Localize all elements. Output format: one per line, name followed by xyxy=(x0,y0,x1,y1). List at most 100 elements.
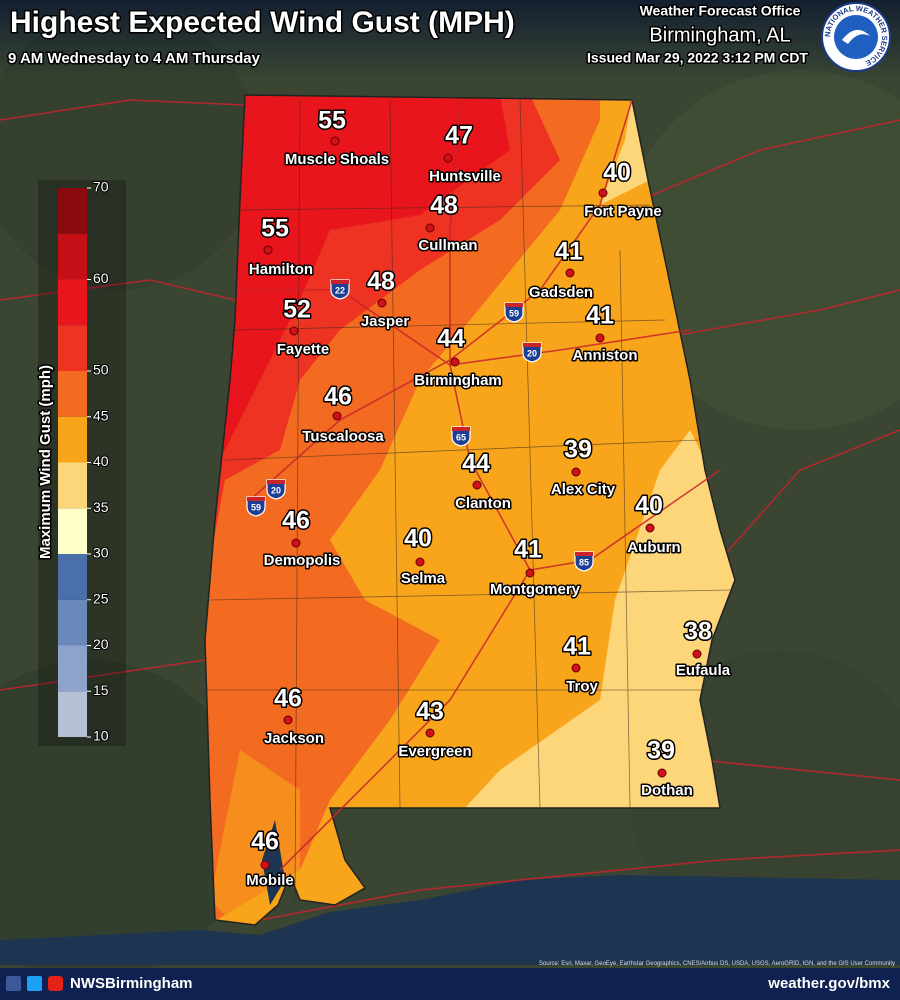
cities: 55 Muscle Shoals 47 Huntsville 40 Fort Payne 4… xyxy=(245,105,732,890)
city-value: 52 xyxy=(283,296,311,324)
city-name: Demopolis xyxy=(264,552,341,569)
legend-band xyxy=(58,233,87,280)
legend-tick-label: 25 xyxy=(93,590,109,606)
city-dot xyxy=(657,768,667,778)
legend-tick-label: 20 xyxy=(93,636,109,652)
shield-top xyxy=(575,552,593,556)
handle[interactable]: NWSBirmingham xyxy=(70,975,193,992)
city-value: 55 xyxy=(261,215,289,243)
legend-band xyxy=(58,371,87,417)
city-dot xyxy=(645,523,655,533)
nws-logo: NATIONAL WEATHER SERVICE xyxy=(821,2,891,72)
legend-band xyxy=(58,325,87,371)
city-dot xyxy=(425,728,435,738)
city-name: Hamilton xyxy=(249,261,313,278)
county-lines xyxy=(205,99,731,901)
city-value: 41 xyxy=(514,536,542,564)
city-value: 41 xyxy=(563,633,591,661)
shield xyxy=(574,551,594,572)
city-name: Gadsden xyxy=(529,284,593,301)
city-value: 46 xyxy=(282,507,310,535)
shield-number: 20 xyxy=(271,485,281,495)
legend-tick-label: 35 xyxy=(93,499,109,515)
city-name: Troy xyxy=(566,678,598,695)
city-dot xyxy=(595,333,605,343)
subtitle: 9 AM Wednesday to 4 AM Thursday xyxy=(8,50,261,67)
shield xyxy=(266,479,286,500)
state xyxy=(205,95,735,925)
shield xyxy=(504,302,524,323)
city-value: 41 xyxy=(586,302,614,330)
city-value: 40 xyxy=(404,525,432,553)
city-value: 40 xyxy=(603,159,631,187)
legend-band xyxy=(58,188,87,234)
city-value: 46 xyxy=(251,828,279,856)
city-name: Clanton xyxy=(455,495,511,512)
shield-top xyxy=(452,427,470,431)
city-value: 48 xyxy=(430,192,458,220)
city-name: Muscle Shoals xyxy=(285,151,389,168)
legend-tick-label: 60 xyxy=(93,270,109,286)
city-name: Birmingham xyxy=(414,372,502,389)
legend-tick-label: 45 xyxy=(93,407,109,423)
city-name: Huntsville xyxy=(429,168,501,185)
city-dot xyxy=(443,153,453,163)
legend-title: Maximum Wind Gust (mph) xyxy=(37,365,54,559)
city-value: 46 xyxy=(324,383,352,411)
city-value: 44 xyxy=(462,450,490,478)
shield-number: 85 xyxy=(579,557,589,567)
legend-band xyxy=(58,554,87,600)
city-value: 39 xyxy=(564,436,592,464)
city-value: 41 xyxy=(555,238,583,266)
title: Highest Expected Wind Gust (MPH) xyxy=(10,6,515,39)
city-dot xyxy=(525,568,535,578)
url[interactable]: weather.gov/bmx xyxy=(767,975,890,992)
shield xyxy=(246,496,266,517)
interstates: 22 59 20 65 20 59 85 xyxy=(246,279,594,572)
legend-tick-label: 40 xyxy=(93,453,109,469)
legend-band xyxy=(58,416,87,463)
shield-top xyxy=(331,280,349,284)
youtube-icon[interactable] xyxy=(48,976,63,991)
shield-number: 65 xyxy=(456,432,466,442)
city-name: Mobile xyxy=(246,872,294,889)
city-dot xyxy=(330,136,340,146)
city-name: Montgomery xyxy=(490,581,581,598)
city-value: 43 xyxy=(416,698,444,726)
legend-band xyxy=(58,279,87,326)
legend-band xyxy=(58,462,87,509)
shield-number: 59 xyxy=(509,308,519,318)
legend-band xyxy=(58,691,87,737)
city-value: 46 xyxy=(274,685,302,713)
city-dot xyxy=(598,188,608,198)
legend-tick-label: 50 xyxy=(93,362,109,378)
city-dot xyxy=(571,663,581,673)
city-value: 47 xyxy=(445,122,473,150)
city-dot xyxy=(692,649,702,659)
legend-tick-label: 10 xyxy=(93,728,109,744)
location: Birmingham, AL xyxy=(649,24,790,46)
city-name: Selma xyxy=(401,570,446,587)
city-dot xyxy=(283,715,293,725)
shield xyxy=(522,342,542,363)
issued: Issued Mar 29, 2022 3:12 PM CDT xyxy=(587,50,808,66)
facebook-icon[interactable] xyxy=(6,976,21,991)
city-value: 40 xyxy=(635,492,663,520)
twitter-icon[interactable] xyxy=(27,976,42,991)
city-name: Cullman xyxy=(418,237,477,254)
city-dot xyxy=(415,557,425,567)
city-dot xyxy=(332,411,342,421)
city-name: Jasper xyxy=(361,313,410,330)
city-dot xyxy=(571,467,581,477)
state-border xyxy=(204,94,736,926)
city-dot xyxy=(565,268,575,278)
city-name: Fayette xyxy=(277,341,330,358)
city-name: Auburn xyxy=(627,539,680,556)
shield-number: 59 xyxy=(251,502,261,512)
city-value: 44 xyxy=(437,325,465,353)
city-name: Dothan xyxy=(641,782,693,799)
city-name: Evergreen xyxy=(398,743,471,760)
city-dot xyxy=(377,298,387,308)
legend-band xyxy=(58,599,87,646)
city-dot xyxy=(450,357,460,367)
